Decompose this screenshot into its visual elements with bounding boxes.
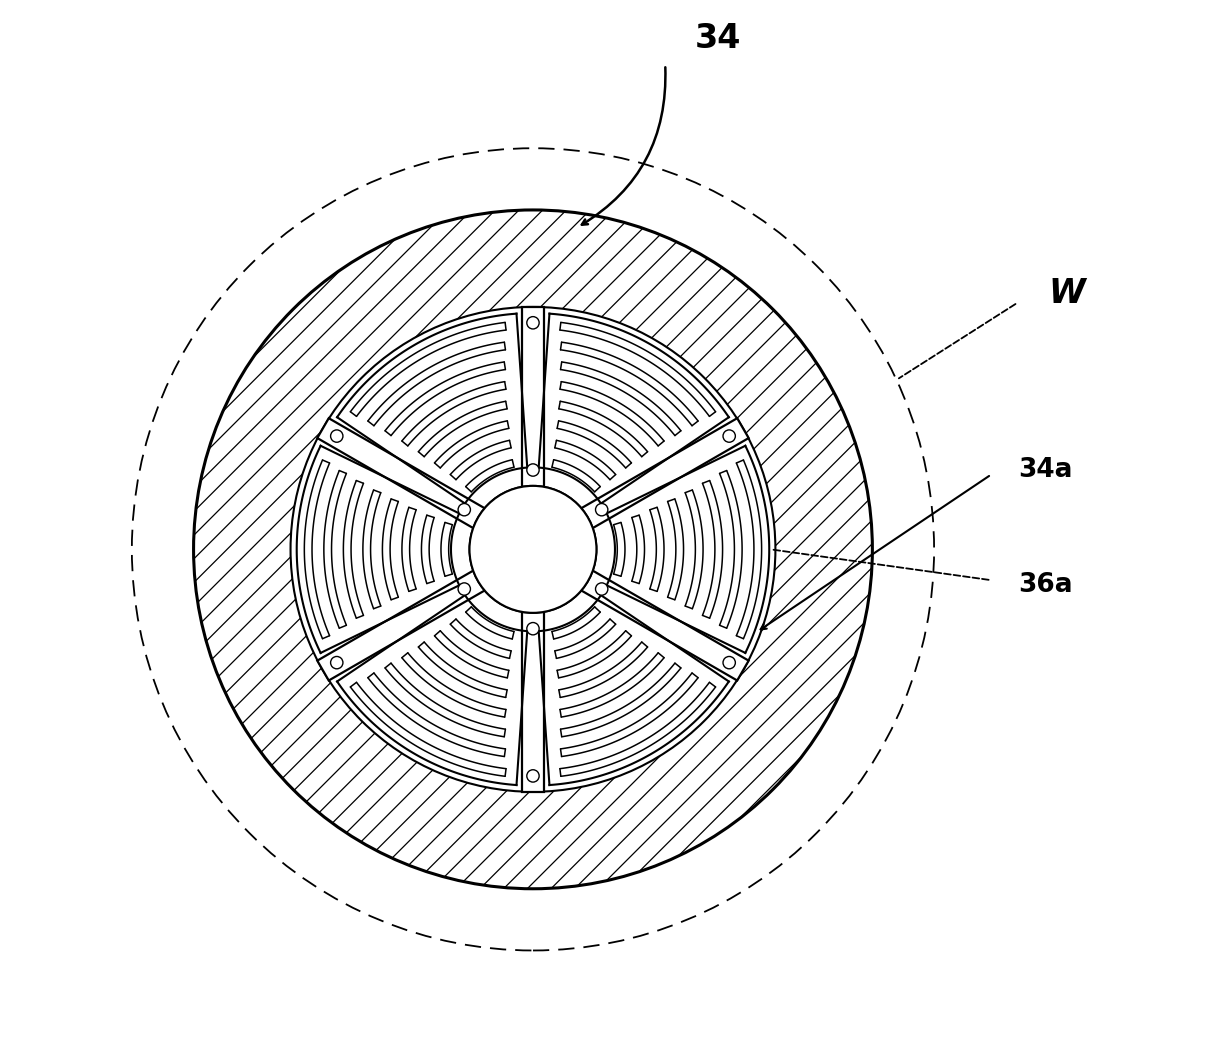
- Text: W: W: [1049, 277, 1085, 310]
- Circle shape: [331, 430, 343, 442]
- Polygon shape: [577, 418, 748, 531]
- Circle shape: [193, 209, 873, 889]
- Circle shape: [459, 504, 471, 515]
- Circle shape: [595, 583, 608, 595]
- Circle shape: [595, 504, 608, 515]
- Circle shape: [526, 316, 540, 329]
- Text: 36a: 36a: [1018, 571, 1073, 597]
- Circle shape: [331, 656, 343, 669]
- Polygon shape: [317, 568, 489, 680]
- Circle shape: [723, 430, 735, 442]
- Circle shape: [526, 769, 540, 782]
- Circle shape: [470, 486, 596, 613]
- Polygon shape: [521, 307, 544, 493]
- Circle shape: [459, 583, 471, 595]
- Circle shape: [291, 307, 775, 792]
- Polygon shape: [577, 568, 748, 680]
- Circle shape: [723, 656, 735, 669]
- Polygon shape: [317, 418, 489, 531]
- Circle shape: [526, 464, 540, 476]
- Text: 34: 34: [695, 22, 741, 55]
- Circle shape: [470, 486, 596, 613]
- Text: 34a: 34a: [1018, 457, 1072, 483]
- Circle shape: [526, 622, 540, 635]
- Polygon shape: [521, 607, 544, 792]
